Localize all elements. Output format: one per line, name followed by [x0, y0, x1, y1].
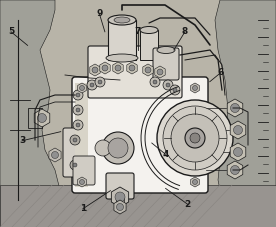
Circle shape: [192, 180, 198, 185]
FancyBboxPatch shape: [73, 156, 95, 185]
Circle shape: [190, 133, 200, 143]
Polygon shape: [49, 148, 61, 162]
Circle shape: [52, 151, 59, 158]
Circle shape: [102, 65, 108, 71]
Circle shape: [157, 69, 163, 75]
Bar: [0, 185, 276, 227]
Text: 6: 6: [218, 68, 224, 77]
Circle shape: [79, 86, 84, 91]
Circle shape: [129, 65, 135, 71]
Circle shape: [150, 77, 160, 87]
Text: 5: 5: [8, 27, 14, 36]
Polygon shape: [191, 83, 199, 93]
Circle shape: [115, 65, 121, 71]
Polygon shape: [227, 161, 243, 179]
Circle shape: [76, 123, 80, 127]
FancyBboxPatch shape: [72, 77, 208, 193]
Circle shape: [108, 138, 128, 158]
Text: 4: 4: [162, 150, 169, 159]
Text: 7: 7: [135, 27, 141, 36]
Circle shape: [76, 108, 80, 112]
Circle shape: [73, 90, 83, 100]
Polygon shape: [230, 143, 246, 161]
Circle shape: [166, 83, 170, 87]
Polygon shape: [78, 83, 86, 93]
Circle shape: [87, 80, 97, 90]
Text: 1: 1: [80, 204, 86, 213]
Circle shape: [163, 80, 173, 90]
Polygon shape: [227, 99, 243, 117]
Polygon shape: [230, 121, 246, 139]
Circle shape: [157, 100, 233, 176]
Circle shape: [79, 180, 84, 185]
Polygon shape: [155, 66, 165, 78]
Bar: [108, 20, 136, 60]
Circle shape: [70, 160, 80, 170]
FancyBboxPatch shape: [63, 128, 87, 177]
Ellipse shape: [108, 15, 136, 25]
Polygon shape: [0, 0, 60, 227]
Polygon shape: [34, 109, 50, 127]
Polygon shape: [191, 177, 199, 187]
Circle shape: [73, 138, 77, 142]
Ellipse shape: [114, 17, 130, 23]
Circle shape: [73, 163, 77, 167]
Polygon shape: [127, 62, 137, 74]
Circle shape: [233, 148, 243, 156]
Bar: [140, 30, 158, 60]
Circle shape: [153, 80, 157, 84]
Text: 2: 2: [185, 200, 191, 209]
Circle shape: [145, 67, 151, 73]
Polygon shape: [75, 83, 88, 187]
Circle shape: [230, 104, 240, 113]
Polygon shape: [111, 187, 129, 207]
Circle shape: [173, 88, 177, 92]
FancyBboxPatch shape: [88, 46, 182, 98]
Circle shape: [171, 114, 219, 162]
Text: 8: 8: [182, 27, 188, 36]
Circle shape: [92, 67, 98, 73]
FancyBboxPatch shape: [153, 48, 179, 80]
FancyBboxPatch shape: [106, 173, 134, 199]
Circle shape: [76, 93, 80, 97]
Circle shape: [95, 77, 105, 87]
Polygon shape: [90, 64, 100, 76]
Circle shape: [70, 135, 80, 145]
Circle shape: [185, 128, 205, 148]
Circle shape: [230, 165, 240, 175]
Ellipse shape: [157, 47, 175, 54]
Polygon shape: [78, 177, 86, 187]
Bar: [116, 197, 124, 207]
Polygon shape: [114, 200, 126, 214]
Circle shape: [163, 106, 227, 170]
Circle shape: [116, 203, 123, 210]
Circle shape: [73, 120, 83, 130]
Circle shape: [115, 192, 125, 202]
Text: 3: 3: [19, 136, 25, 145]
Polygon shape: [100, 62, 110, 74]
Circle shape: [192, 86, 198, 91]
Circle shape: [102, 132, 134, 164]
Polygon shape: [215, 0, 276, 227]
Ellipse shape: [106, 54, 138, 62]
Circle shape: [38, 114, 46, 123]
Circle shape: [90, 83, 94, 87]
Circle shape: [95, 140, 111, 156]
Circle shape: [98, 80, 102, 84]
Polygon shape: [143, 64, 153, 76]
Ellipse shape: [140, 27, 158, 34]
Text: 9: 9: [96, 9, 103, 18]
Circle shape: [73, 105, 83, 115]
Polygon shape: [113, 62, 123, 74]
Circle shape: [170, 85, 180, 95]
Circle shape: [233, 126, 243, 135]
